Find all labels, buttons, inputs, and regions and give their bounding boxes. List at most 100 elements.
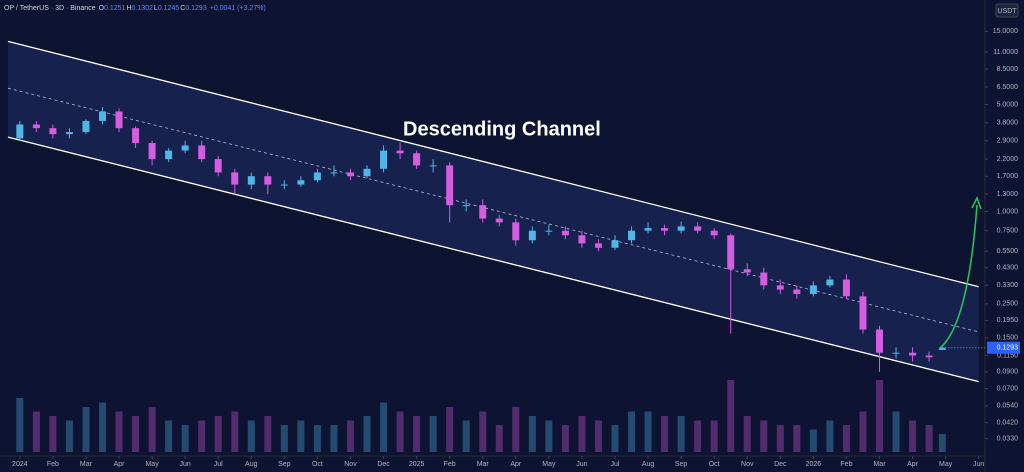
x-tick-label: Nov [344,461,357,468]
volume-bar [793,425,801,452]
candle-body [198,145,206,160]
candle-body [578,235,586,244]
projection-arrow [939,204,978,349]
header-text: O [99,5,105,12]
candle-body [32,124,40,129]
volume-bar [495,425,503,452]
volume-bar [181,425,189,452]
volume-bar [528,416,536,452]
y-tick-label: 0.5500 [997,248,1019,255]
volume-bar [661,416,669,452]
candle-body [98,111,106,121]
y-tick-label: 15.0000 [993,28,1018,35]
candle-body [743,269,751,273]
channel-middle [7,87,979,333]
volume-bar [545,420,553,452]
x-tick-label: May [542,461,556,468]
y-tick-label: 2.2000 [997,156,1019,163]
x-tick-label: Dec [377,461,390,468]
candle-body [876,329,884,353]
candle-body [313,172,321,181]
candle-body [925,355,933,358]
volume-bar [16,398,24,452]
volume-bar [809,429,817,452]
candle-body [710,230,718,236]
volume-bar [512,407,520,452]
candle-body [512,222,520,241]
header: OP / TetherUS · 3D · Binance O 0.1251 H 0.13… [4,5,266,12]
volume-bar [165,420,173,452]
y-tick-label: 2.9000 [997,138,1019,145]
candle-body [363,168,371,177]
volume-bar [826,420,834,452]
volume-bar [247,420,255,452]
candle-body [280,184,288,186]
y-tick-label: 3.8000 [997,120,1019,127]
header-text: 0.1293 [185,5,207,12]
y-tick-label: 0.0420 [997,419,1019,426]
volume-bar [727,380,735,452]
volume-bar [413,416,421,452]
candle-body [49,128,57,135]
volume-bar [65,420,73,452]
volume-bar [297,420,305,452]
volume-bar [611,425,619,452]
channel-fill [7,41,979,382]
y-tick-label: 0.3300 [997,282,1019,289]
y-tick-label: 0.4300 [997,265,1019,272]
volume-bar [32,411,40,452]
volume-bar [909,420,917,452]
volume-bar [594,420,602,452]
x-tick-label: Mar [477,461,490,468]
y-tick-label: 0.1150 [997,352,1018,359]
x-tick-label: Mar [873,461,886,468]
candle-body [859,296,867,330]
currency-box [995,3,1019,18]
x-tick-label: Sep [278,461,291,468]
candle-body [528,230,536,241]
last-price-box [987,341,1020,354]
candle-body [892,352,900,354]
currency-label: USDT [997,8,1017,15]
x-tick-label: Jun [973,461,984,468]
volume-bar [694,420,702,452]
candle-body [545,230,553,232]
header-text: OP / TetherUS · 3D · Binance [4,5,96,12]
candle-body [644,228,652,231]
chart-title: Descending Channel [403,118,601,140]
x-tick-label: Aug [642,461,655,468]
x-tick-label: May [145,461,159,468]
y-tick-label: 11.0000 [993,49,1018,56]
candle-body [148,143,156,160]
y-tick-label: 5.0000 [997,101,1019,108]
y-tick-label: 0.0330 [997,435,1019,442]
plot-area [7,40,979,452]
candle-body [938,347,946,350]
volume-bar [148,407,156,452]
volume-bar [710,420,718,452]
y-tick-label: 1.7000 [997,173,1019,180]
candle-body [594,243,602,248]
header-text: 0.1245 [158,5,180,12]
y-tick-label: 1.3000 [997,191,1019,198]
volume-bar [49,416,57,452]
volume-bar [479,411,487,452]
y-tick-label: 0.0900 [997,369,1019,376]
candle-body [727,235,735,270]
candle-body [842,279,850,297]
volume-bar [280,425,288,452]
candle-body [694,226,702,231]
x-tick-label: Jun [180,461,191,468]
volume-bar [892,411,900,452]
candle-body [330,172,338,174]
y-tick-label: 0.0540 [997,403,1019,410]
volume-bar [214,416,222,452]
x-tick-label: 2026 [806,461,822,468]
x-tick-label: Feb [840,461,852,468]
candle-body [16,124,24,139]
x-tick-label: Oct [312,461,323,468]
candle-body [826,279,834,286]
volume-bar [330,425,338,452]
header-text: 0.1251 [104,5,126,12]
candle-body [429,165,437,167]
